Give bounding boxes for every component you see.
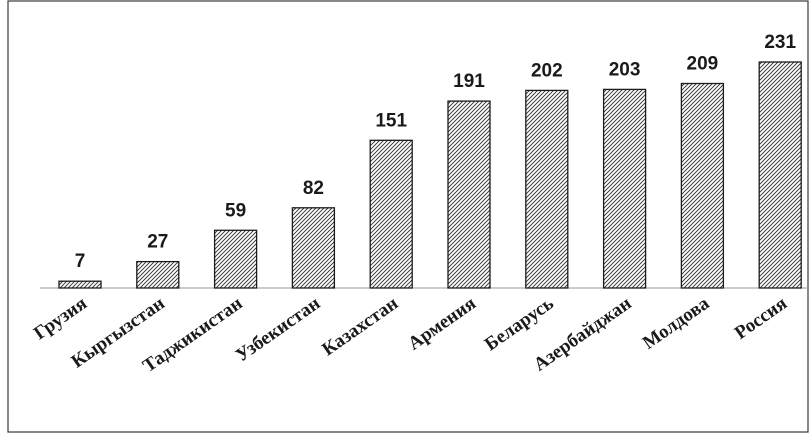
category-label-4: Узбекистан (232, 293, 324, 366)
bar-5 (369, 139, 413, 289)
bar-10 (758, 61, 802, 289)
category-label-10: Россия (731, 293, 791, 344)
category-label-6: Армения (404, 293, 480, 355)
value-label-10: 231 (764, 32, 796, 53)
value-label-5: 151 (375, 110, 407, 131)
value-label-7: 202 (531, 60, 563, 81)
category-labels-group: ГрузияКыргызстанТаджикистанУзбекистанКаз… (30, 293, 791, 377)
value-label-9: 209 (687, 54, 719, 75)
value-label-1: 7 (75, 251, 86, 272)
bar-3 (213, 229, 258, 289)
category-label-1: Грузия (30, 293, 91, 344)
bar-9 (680, 82, 725, 289)
value-label-8: 203 (609, 59, 641, 80)
bar-2 (136, 260, 180, 289)
value-label-6: 191 (453, 71, 485, 92)
bar-6 (447, 100, 491, 289)
value-label-2: 27 (147, 232, 168, 253)
bars-group (58, 61, 802, 289)
value-label-3: 59 (225, 200, 246, 221)
category-label-9: Молдова (639, 293, 714, 354)
value-label-4: 82 (303, 178, 324, 199)
category-label-5: Казахстан (318, 293, 402, 360)
bar-1 (58, 280, 102, 289)
bar-4 (291, 207, 336, 289)
bar-7 (525, 89, 569, 289)
plot-border (7, 0, 809, 433)
bar-8 (602, 88, 647, 289)
value-labels-group: 7 27 59 82 151 191 202 203 209 231 (75, 32, 797, 272)
